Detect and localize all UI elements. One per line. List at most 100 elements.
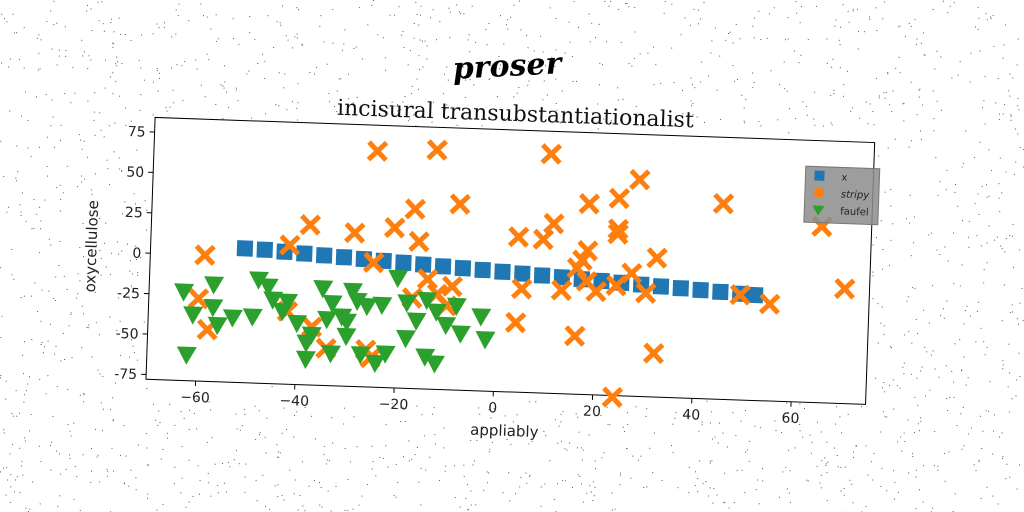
speckle [724,472,726,474]
speckle [297,509,299,511]
speckle [50,10,52,12]
speckle [825,465,827,466]
speckle [518,0,520,2]
speckle [278,72,280,74]
speckle [439,479,440,481]
point-stripy [576,239,599,262]
speckle [880,322,882,324]
speckle [45,94,47,96]
speckle [943,308,944,310]
speckle [554,419,556,421]
speckle [111,447,113,449]
speckle [220,84,222,86]
speckle [1,315,3,317]
speckle [865,506,867,507]
speckle [0,337,2,339]
speckle [148,464,149,466]
speckle [549,7,551,9]
speckle [181,65,183,67]
speckle [100,402,102,404]
speckle [1013,173,1015,175]
speckle [564,448,566,450]
point-stripy [441,275,464,298]
speckle [902,103,904,105]
speckle [634,7,636,9]
speckle [975,470,977,471]
speckle [870,461,872,463]
speckle [999,113,1000,115]
speckle [445,465,447,467]
speckle [884,391,886,393]
speckle [60,140,61,141]
speckle [16,32,18,34]
speckle [588,434,590,436]
speckle [988,149,990,151]
speckle [889,384,891,386]
speckle [197,465,199,467]
speckle [70,312,72,314]
speckle [444,73,445,75]
point-x [395,254,412,271]
speckle [103,136,105,138]
x-axis-label: appliably [470,421,539,441]
speckle [1021,287,1023,289]
point-faufel [317,310,338,330]
speckle [510,443,512,445]
speckle [865,101,867,103]
speckle [531,441,533,442]
speckle [119,168,121,170]
speckle [993,45,995,47]
speckle [112,420,114,422]
point-faufel [337,313,357,332]
speckle [278,451,280,453]
speckle [920,42,922,44]
speckle [279,452,281,454]
speckle [3,175,5,177]
point-x [533,267,551,284]
speckle [914,396,916,398]
speckle [239,429,241,431]
speckle [108,125,110,127]
speckle [23,394,25,396]
speckle [1010,114,1012,116]
speckle [72,67,74,69]
speckle [120,355,122,357]
speckle [98,218,100,219]
speckle [701,421,703,423]
speckle [326,463,327,465]
speckle [463,464,465,466]
point-stripy [585,280,607,303]
speckle [1015,161,1017,163]
speckle [278,105,280,107]
speckle [921,138,922,140]
speckle [944,246,946,248]
speckle [694,485,696,487]
speckle [919,489,920,491]
speckle [140,67,142,69]
speckle [680,34,682,36]
speckle [671,3,673,5]
speckle [1019,464,1020,466]
speckle [344,448,346,449]
speckle [289,469,291,471]
speckle [555,18,557,19]
speckle [826,38,828,40]
speckle [140,165,142,167]
speckle [919,88,921,90]
speckle [159,77,160,79]
speckle [460,12,462,14]
speckle [402,31,404,33]
speckle [1002,360,1004,362]
speckle [997,78,999,79]
speckle [3,467,4,469]
speckle [914,287,916,289]
speckle [344,29,346,31]
speckle [128,485,130,487]
speckle [47,136,49,138]
series-x [236,240,764,304]
speckle [617,87,619,89]
speckle [1003,44,1005,46]
speckle [966,305,968,307]
speckle [967,236,969,238]
speckle [560,440,562,442]
